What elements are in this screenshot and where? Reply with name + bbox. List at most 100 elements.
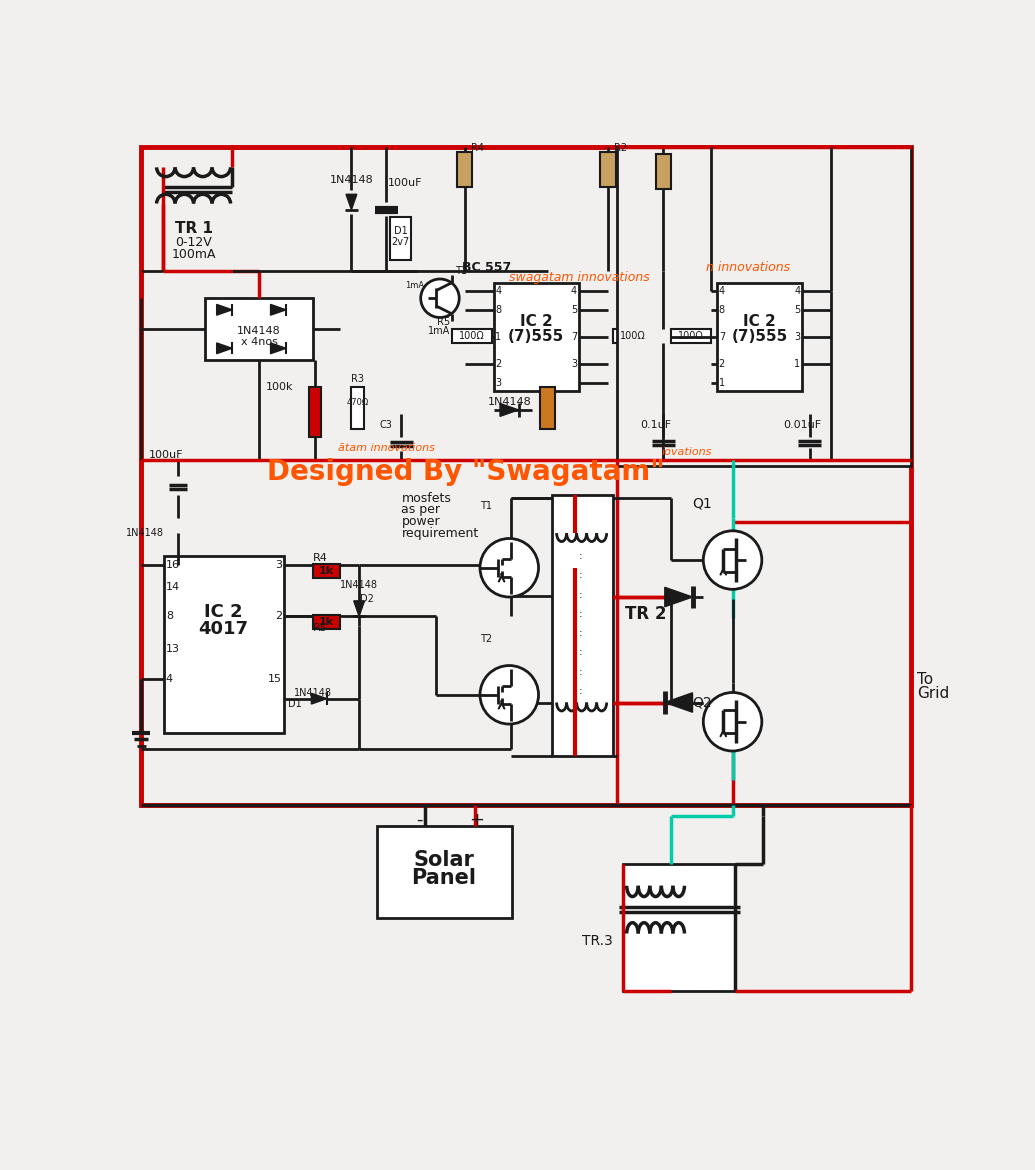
Text: 1k: 1k bbox=[319, 618, 333, 627]
Text: IC 2: IC 2 bbox=[204, 603, 242, 620]
Text: 7: 7 bbox=[570, 332, 578, 342]
Text: Solar: Solar bbox=[413, 851, 474, 870]
Text: 0.1uF: 0.1uF bbox=[640, 420, 671, 431]
Text: T1: T1 bbox=[455, 267, 468, 276]
Bar bbox=[613, 329, 653, 343]
Bar bbox=[717, 283, 802, 391]
Text: :: : bbox=[579, 571, 583, 580]
Text: n innovations: n innovations bbox=[706, 261, 790, 274]
Text: 1: 1 bbox=[794, 359, 800, 369]
Text: 3: 3 bbox=[571, 359, 578, 369]
Circle shape bbox=[704, 531, 762, 590]
Polygon shape bbox=[346, 194, 357, 209]
Text: 4: 4 bbox=[571, 285, 578, 296]
Text: 4: 4 bbox=[496, 285, 502, 296]
Bar bbox=[540, 387, 556, 429]
Polygon shape bbox=[664, 693, 692, 713]
Text: R4: R4 bbox=[471, 143, 483, 153]
Text: D1: D1 bbox=[393, 226, 408, 236]
Text: iovations: iovations bbox=[661, 447, 711, 457]
Polygon shape bbox=[664, 587, 692, 607]
Bar bbox=[313, 615, 339, 629]
Bar bbox=[600, 152, 616, 186]
Bar bbox=[377, 826, 511, 918]
Text: 8: 8 bbox=[718, 305, 724, 315]
Polygon shape bbox=[354, 601, 364, 617]
Text: 2v7: 2v7 bbox=[391, 238, 410, 247]
Bar bbox=[671, 329, 711, 343]
Text: 1k: 1k bbox=[319, 566, 333, 576]
Text: R5: R5 bbox=[313, 622, 328, 633]
Text: 1N4148: 1N4148 bbox=[237, 326, 280, 336]
Text: 5: 5 bbox=[570, 305, 578, 315]
Polygon shape bbox=[270, 343, 286, 353]
Polygon shape bbox=[312, 694, 327, 704]
Text: (7)555: (7)555 bbox=[732, 329, 788, 344]
Bar bbox=[617, 146, 911, 466]
Text: Designed By "Swagatam": Designed By "Swagatam" bbox=[267, 457, 664, 486]
Text: -: - bbox=[416, 811, 422, 828]
Text: R3: R3 bbox=[352, 374, 364, 384]
Bar bbox=[313, 564, 339, 578]
Text: requirement: requirement bbox=[402, 526, 479, 539]
Text: 1N4148: 1N4148 bbox=[487, 397, 531, 407]
Text: :: : bbox=[579, 647, 583, 658]
Text: 2: 2 bbox=[496, 359, 502, 369]
Text: R4: R4 bbox=[313, 552, 328, 563]
Text: 100Ω: 100Ω bbox=[459, 331, 484, 340]
Bar bbox=[352, 387, 363, 429]
Text: 2: 2 bbox=[275, 611, 283, 621]
Text: 3: 3 bbox=[496, 378, 502, 388]
Text: TR.3: TR.3 bbox=[583, 934, 613, 948]
Text: 0-12V: 0-12V bbox=[175, 235, 212, 248]
Bar bbox=[552, 495, 613, 756]
Text: TR 2: TR 2 bbox=[625, 605, 667, 622]
Bar bbox=[309, 387, 322, 436]
Text: 4: 4 bbox=[166, 674, 173, 684]
Circle shape bbox=[704, 693, 762, 751]
Polygon shape bbox=[216, 343, 232, 353]
Text: 7: 7 bbox=[718, 332, 724, 342]
Text: Q1: Q1 bbox=[691, 497, 712, 511]
Text: Grid: Grid bbox=[917, 686, 949, 701]
Text: mosfets: mosfets bbox=[402, 491, 451, 505]
Polygon shape bbox=[270, 304, 286, 315]
Text: 8: 8 bbox=[166, 611, 173, 621]
Text: 0.01uF: 0.01uF bbox=[782, 420, 821, 431]
Text: 2: 2 bbox=[718, 359, 724, 369]
Text: 1N4148: 1N4148 bbox=[329, 176, 374, 185]
Bar bbox=[390, 218, 412, 260]
Text: 3: 3 bbox=[275, 560, 283, 571]
Text: 1N4148: 1N4148 bbox=[294, 688, 332, 698]
Text: 16: 16 bbox=[166, 560, 180, 571]
Text: IC 2: IC 2 bbox=[743, 314, 776, 329]
Text: x 4nos: x 4nos bbox=[240, 337, 277, 347]
Text: 100mA: 100mA bbox=[172, 248, 216, 261]
Text: R5: R5 bbox=[437, 317, 450, 328]
Bar bbox=[456, 152, 472, 186]
Polygon shape bbox=[500, 404, 519, 417]
Text: 1: 1 bbox=[496, 332, 502, 342]
Text: 1N4148: 1N4148 bbox=[126, 528, 165, 538]
Text: 3: 3 bbox=[794, 332, 800, 342]
Text: 1N4148: 1N4148 bbox=[341, 580, 378, 591]
Text: :: : bbox=[579, 551, 583, 562]
Text: D1: D1 bbox=[288, 698, 301, 709]
Text: power: power bbox=[402, 515, 440, 528]
Circle shape bbox=[480, 666, 538, 724]
Text: To: To bbox=[917, 672, 934, 687]
Bar bbox=[165, 556, 284, 734]
Text: 100Ω: 100Ω bbox=[620, 331, 646, 340]
Text: IC 2: IC 2 bbox=[520, 314, 553, 329]
Text: R2: R2 bbox=[614, 143, 627, 153]
Text: :: : bbox=[579, 608, 583, 619]
Text: 100k: 100k bbox=[266, 381, 294, 392]
Circle shape bbox=[480, 538, 538, 597]
Text: 100uF: 100uF bbox=[388, 178, 422, 187]
Text: 8: 8 bbox=[496, 305, 502, 315]
Text: T2: T2 bbox=[480, 634, 493, 645]
Text: TR 1: TR 1 bbox=[175, 221, 212, 236]
Text: :: : bbox=[579, 628, 583, 638]
Text: 4017: 4017 bbox=[198, 620, 247, 639]
Bar bbox=[141, 146, 911, 805]
